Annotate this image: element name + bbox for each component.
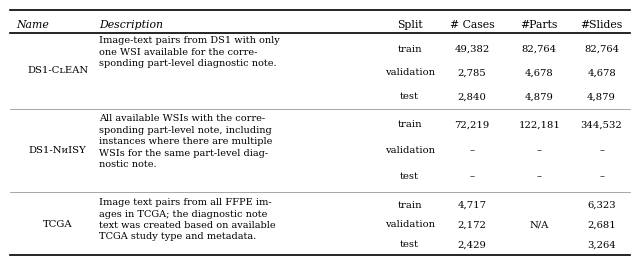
Text: validation: validation <box>385 146 435 155</box>
Text: validation: validation <box>385 220 435 229</box>
Text: # Cases: # Cases <box>450 20 494 30</box>
Text: 4,717: 4,717 <box>458 201 486 210</box>
Text: Image text pairs from all FFPE im-
ages in TCGA; the diagnostic note
text was cr: Image text pairs from all FFPE im- ages … <box>99 198 276 242</box>
Text: Description: Description <box>99 20 163 30</box>
Text: DS1-NᴎISY: DS1-NᴎISY <box>29 146 86 155</box>
Text: test: test <box>400 172 419 181</box>
Text: –: – <box>599 146 604 155</box>
Text: 2,681: 2,681 <box>588 220 616 229</box>
Text: 2,840: 2,840 <box>458 92 486 101</box>
Text: 2,172: 2,172 <box>458 220 486 229</box>
Text: 122,181: 122,181 <box>518 120 560 129</box>
Text: 72,219: 72,219 <box>454 120 490 129</box>
Text: All available WSIs with the corre-
sponding part-level note, including
instances: All available WSIs with the corre- spond… <box>99 114 273 169</box>
Text: DS1-CʟEAN: DS1-CʟEAN <box>27 66 88 75</box>
Text: 4,678: 4,678 <box>588 68 616 77</box>
Text: 344,532: 344,532 <box>580 120 623 129</box>
Text: 4,879: 4,879 <box>525 92 554 101</box>
Text: –: – <box>599 172 604 181</box>
Text: train: train <box>397 201 422 210</box>
Text: 3,264: 3,264 <box>588 240 616 249</box>
Text: #Slides: #Slides <box>580 20 623 30</box>
Text: #Parts: #Parts <box>520 20 558 30</box>
Text: 6,323: 6,323 <box>588 201 616 210</box>
Text: –: – <box>537 172 541 181</box>
Text: TCGA: TCGA <box>43 220 72 229</box>
Text: 2,785: 2,785 <box>458 68 486 77</box>
Text: 49,382: 49,382 <box>454 45 490 54</box>
Text: Split: Split <box>397 20 422 30</box>
Text: 2,429: 2,429 <box>458 240 486 249</box>
Text: 82,764: 82,764 <box>584 45 619 54</box>
Text: test: test <box>400 240 419 249</box>
Text: test: test <box>400 92 419 101</box>
Text: Name: Name <box>16 20 49 30</box>
Text: 4,678: 4,678 <box>525 68 554 77</box>
Text: –: – <box>470 172 474 181</box>
Text: –: – <box>470 146 474 155</box>
Text: N/A: N/A <box>529 220 549 229</box>
Text: 4,879: 4,879 <box>587 92 616 101</box>
Text: train: train <box>397 120 422 129</box>
Text: –: – <box>537 146 541 155</box>
Text: 82,764: 82,764 <box>522 45 557 54</box>
Text: validation: validation <box>385 68 435 77</box>
Text: Image-text pairs from DS1 with only
one WSI available for the corre-
sponding pa: Image-text pairs from DS1 with only one … <box>99 36 280 68</box>
Text: train: train <box>397 45 422 54</box>
